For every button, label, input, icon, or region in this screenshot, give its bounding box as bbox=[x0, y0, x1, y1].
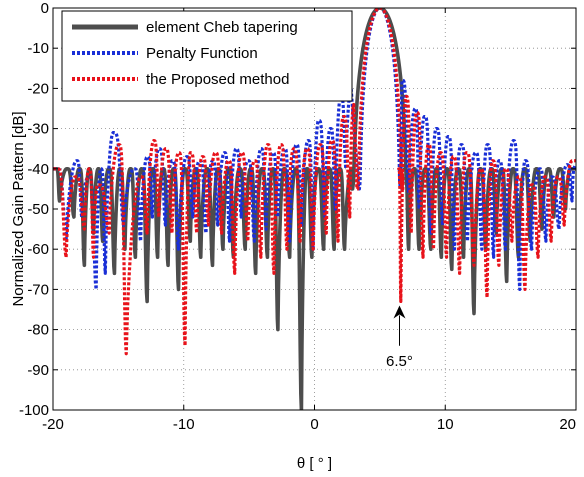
x-tick-label: -20 bbox=[42, 416, 64, 433]
series-layer bbox=[53, 8, 576, 410]
legend-label-1: Penalty Function bbox=[146, 45, 258, 62]
x-tick-label: 10 bbox=[437, 416, 454, 433]
annotations: 6.5° bbox=[386, 305, 413, 370]
series-line-1 bbox=[53, 8, 576, 291]
legend-label-0: element Cheb tapering bbox=[146, 19, 298, 36]
axis-ticks: -20 -10 0 10 200-10-20-30-40-50-60-70-80-90-… bbox=[19, 0, 577, 433]
y-tick-label: -60 bbox=[27, 241, 49, 258]
x-axis-label: θ [ ° ] bbox=[297, 455, 332, 472]
y-tick-label: -90 bbox=[27, 362, 49, 379]
y-tick-label: -50 bbox=[27, 201, 49, 218]
y-tick-label: -40 bbox=[27, 161, 49, 178]
series-line-2 bbox=[53, 8, 576, 356]
x-tick-label: 20 bbox=[559, 416, 576, 433]
annotation-label: 6.5° bbox=[386, 353, 413, 370]
annotation-arrow-head bbox=[393, 305, 406, 319]
x-tick-label: 0 bbox=[310, 416, 318, 433]
y-tick-label: -30 bbox=[27, 121, 49, 138]
y-tick-label: -20 bbox=[27, 80, 49, 97]
y-tick-label: -10 bbox=[27, 40, 49, 57]
y-tick-label: -100 bbox=[19, 402, 49, 419]
y-tick-label: -80 bbox=[27, 322, 49, 339]
y-tick-label: -70 bbox=[27, 281, 49, 298]
x-tick-label: -10 bbox=[173, 416, 195, 433]
legend: element Cheb tapering Penalty Function the… bbox=[61, 10, 353, 102]
legend-label-2: the Proposed method bbox=[146, 71, 289, 88]
y-tick-label: 0 bbox=[41, 0, 49, 17]
y-axis-label: Normalized Gain Pattern [dB] bbox=[10, 111, 27, 306]
